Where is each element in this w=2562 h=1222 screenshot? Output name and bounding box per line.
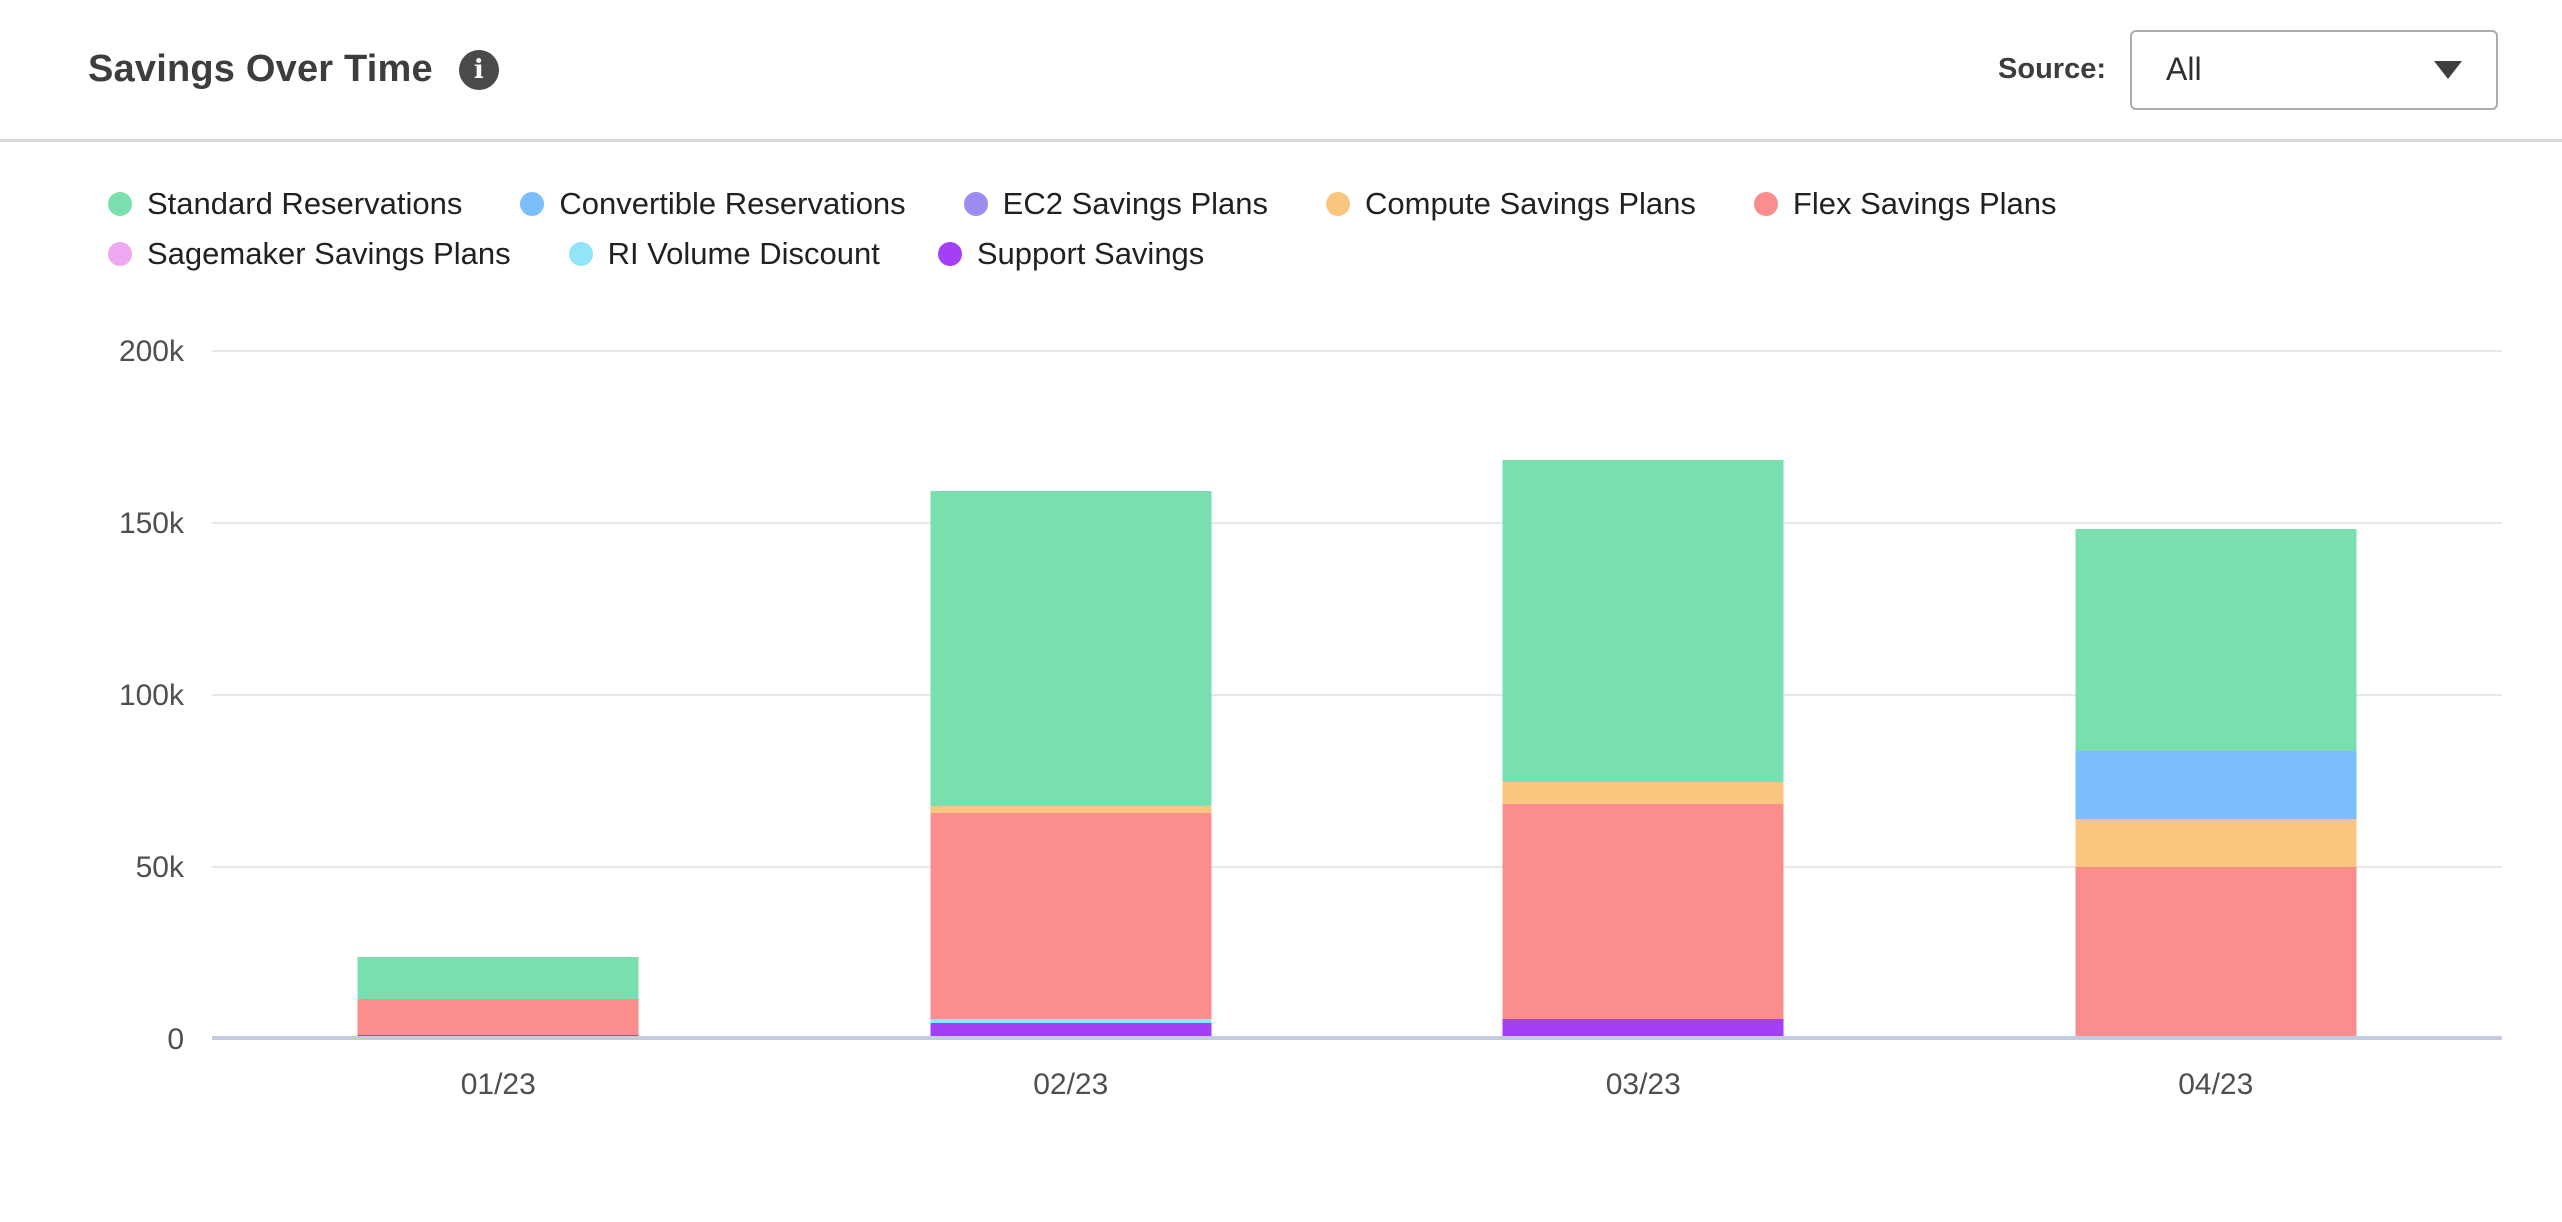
legend-dot-icon bbox=[1326, 192, 1351, 216]
info-icon[interactable]: i bbox=[458, 49, 499, 90]
bar-segment bbox=[1502, 460, 1784, 782]
bar-segment bbox=[1502, 781, 1784, 805]
x-tick-label: 01/23 bbox=[460, 1068, 536, 1101]
bar-segment bbox=[2075, 866, 2357, 1038]
legend-item-label: Sagemaker Savings Plans bbox=[147, 236, 511, 271]
bar-segment bbox=[930, 1018, 1212, 1023]
legend-item[interactable]: EC2 Savings Plans bbox=[963, 186, 1269, 222]
legend-dot-icon bbox=[1753, 192, 1778, 216]
legend-dot-icon bbox=[963, 192, 988, 216]
legend-item[interactable]: Support Savings bbox=[937, 236, 1205, 272]
bar-segment bbox=[357, 956, 639, 1000]
bar-segment bbox=[2075, 528, 2357, 752]
page-title: Savings Over Time bbox=[88, 48, 433, 90]
chevron-down-icon bbox=[2434, 60, 2462, 79]
legend-item-label: Support Savings bbox=[976, 236, 1205, 271]
y-tick-label: 100k bbox=[118, 679, 184, 712]
legend-dot-icon bbox=[108, 192, 132, 216]
savings-over-time-chart: 0 50k 100k 150k 200k 01/23 02/23 03/23 04/23 bbox=[0, 335, 2562, 1182]
x-tick-label: 03/23 bbox=[1605, 1068, 1681, 1101]
legend-item[interactable]: Sagemaker Savings Plans bbox=[108, 236, 511, 272]
legend-item-label: Flex Savings Plans bbox=[1792, 186, 2057, 221]
source-dropdown[interactable]: All bbox=[2130, 29, 2498, 110]
legend-item[interactable]: Standard Reservations bbox=[108, 186, 462, 222]
bar-segment bbox=[2075, 751, 2357, 819]
legend-item-label: RI Volume Discount bbox=[607, 236, 880, 271]
y-tick-label: 0 bbox=[167, 1023, 184, 1056]
legend-item[interactable]: Convertible Reservations bbox=[520, 186, 906, 222]
bar-segment bbox=[357, 999, 639, 1035]
y-tick-label: 50k bbox=[135, 851, 184, 884]
bar-segment bbox=[930, 812, 1212, 1019]
bar-segment bbox=[1502, 804, 1784, 1020]
legend-item-label: Convertible Reservations bbox=[559, 186, 906, 221]
stacked-bar-01-23 bbox=[357, 956, 639, 1038]
stacked-bar-04-23 bbox=[2075, 528, 2357, 1038]
chart-header: Savings Over Time i Source: All bbox=[0, 0, 2562, 142]
source-dropdown-value: All bbox=[2166, 51, 2202, 87]
x-tick-label: 04/23 bbox=[2178, 1068, 2254, 1101]
legend-item-label: Standard Reservations bbox=[147, 186, 463, 221]
legend-dot-icon bbox=[520, 192, 545, 216]
gridline bbox=[212, 350, 2502, 352]
bar-segment bbox=[930, 805, 1212, 813]
bar-segment bbox=[1502, 1019, 1784, 1038]
source-filter-group: Source: All bbox=[1998, 29, 2498, 110]
legend-item[interactable]: Flex Savings Plans bbox=[1753, 186, 2057, 222]
legend-dot-icon bbox=[568, 242, 593, 266]
legend-dot-icon bbox=[108, 242, 132, 266]
legend-row: Sagemaker Savings Plans RI Volume Discoun… bbox=[108, 236, 2498, 272]
legend-item-label: Compute Savings Plans bbox=[1365, 186, 1696, 221]
x-tick-label: 02/23 bbox=[1033, 1068, 1109, 1101]
x-axis-line bbox=[212, 1036, 2502, 1040]
legend-row: Standard Reservations Convertible Reserva… bbox=[108, 186, 2498, 222]
legend-item-label: EC2 Savings Plans bbox=[1002, 186, 1269, 221]
gridline bbox=[212, 522, 2502, 524]
stacked-bar-02-23 bbox=[930, 491, 1212, 1038]
bar-segment bbox=[930, 491, 1212, 806]
legend-dot-icon bbox=[937, 242, 962, 266]
source-label: Source: bbox=[1998, 53, 2106, 85]
legend-item[interactable]: Compute Savings Plans bbox=[1326, 186, 1696, 222]
bar-segment bbox=[930, 1022, 1212, 1038]
chart-legend: Standard Reservations Convertible Reserva… bbox=[0, 142, 2562, 272]
gridline bbox=[212, 694, 2502, 696]
gridline bbox=[212, 866, 2502, 868]
y-tick-label: 200k bbox=[118, 335, 184, 368]
stacked-bar-03-23 bbox=[1502, 460, 1784, 1038]
title-group: Savings Over Time i bbox=[88, 48, 499, 91]
legend-item[interactable]: RI Volume Discount bbox=[568, 236, 880, 272]
bar-segment bbox=[2075, 818, 2357, 867]
y-tick-label: 150k bbox=[118, 507, 184, 540]
plot-area: 0 50k 100k 150k 200k 01/23 02/23 03/23 04/23 bbox=[119, 335, 2502, 1101]
